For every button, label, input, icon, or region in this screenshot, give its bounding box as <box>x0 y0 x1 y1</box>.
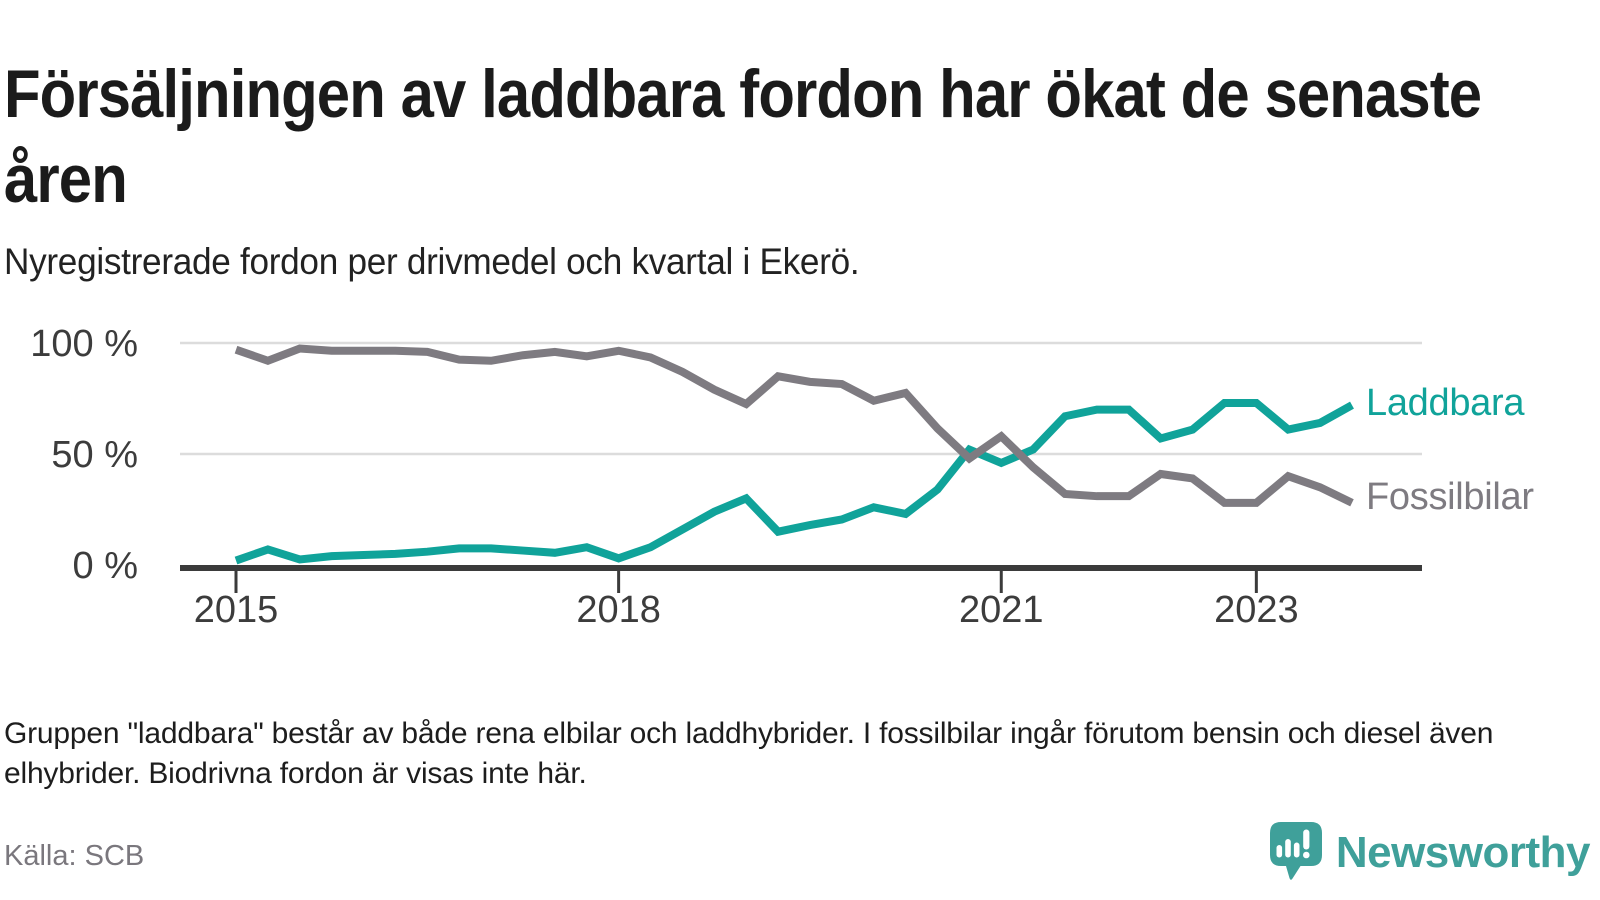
series-label-laddbara: Laddbara <box>1366 382 1525 424</box>
y-tick-label: 50 % <box>51 434 138 476</box>
x-tick-label: 2023 <box>1214 589 1299 631</box>
x-tick-label: 2021 <box>959 589 1044 631</box>
chart-footnote: Gruppen "laddbara" består av både rena e… <box>4 717 1494 790</box>
logo-exclamation-dot <box>1302 851 1310 859</box>
laddbara-line <box>234 398 1354 565</box>
page-subtitle: Nyregistrerade fordon per drivmedel och … <box>4 241 860 282</box>
y-tick-label: 0 % <box>73 545 138 587</box>
series-label-fossilbilar: Fossilbilar <box>1366 476 1534 518</box>
source-credit: Källa: SCB <box>4 840 145 872</box>
logo-bar-medium <box>1293 842 1300 858</box>
y-tick-label: 100 % <box>30 323 138 365</box>
logo-exclamation-bar <box>1303 829 1310 850</box>
fossilbilar-line <box>234 344 1354 507</box>
logo-bar-tall <box>1285 839 1291 858</box>
logo-bar-small <box>1276 845 1282 858</box>
newsworthy-logo-text: Newsworthy <box>1335 828 1591 877</box>
newsworthy-logo-icon <box>1269 822 1322 880</box>
x-tick-label: 2015 <box>194 589 279 631</box>
page-title: Försäljningen av laddbara fordon har öka… <box>4 55 1482 217</box>
x-tick-label: 2018 <box>576 589 661 631</box>
newsworthy-logo: Newsworthy <box>1269 818 1591 888</box>
